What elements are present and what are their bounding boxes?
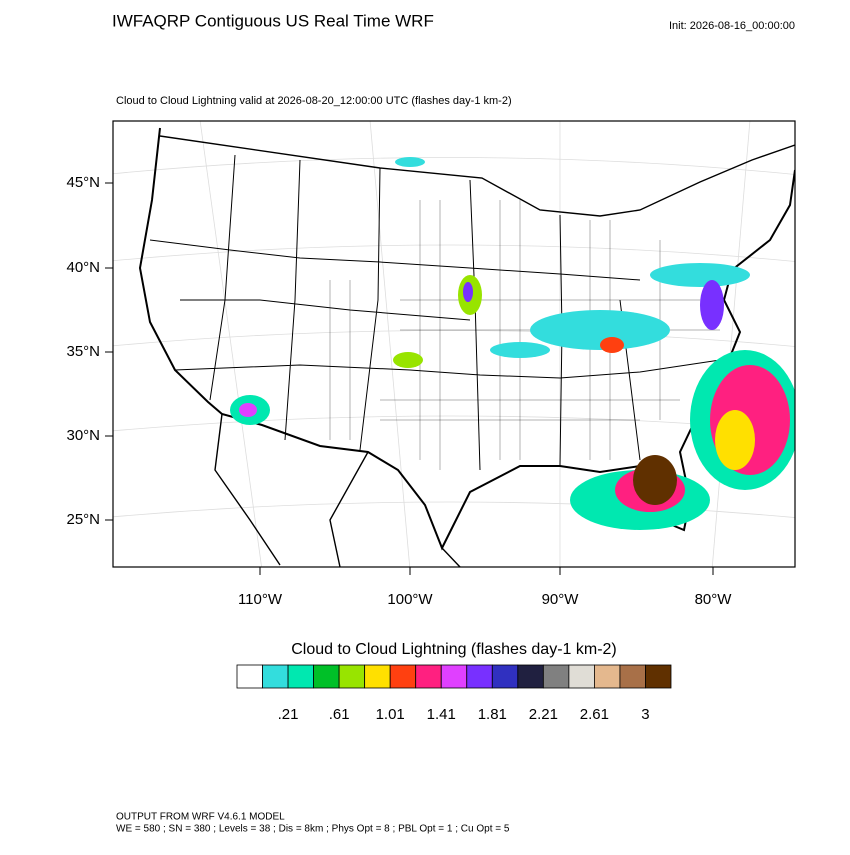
colorbar-box (389, 664, 417, 689)
colorbar-box (415, 664, 442, 689)
init-time: Init: 2026-08-16_00:00:00 (669, 20, 795, 32)
footer-line: OUTPUT FROM WRF V4.6.1 MODEL (116, 812, 285, 823)
colorbar-box (338, 664, 366, 689)
colorbar-box (542, 664, 570, 689)
lon-label: 100°W (387, 591, 433, 608)
colorbar-box (313, 664, 340, 689)
title: IWFAQRP Contiguous US Real Time WRF (112, 11, 434, 30)
footer-line: WE = 580 ; SN = 380 ; Levels = 38 ; Dis … (116, 824, 510, 835)
colorbar-label: 1.41 (427, 706, 456, 723)
lon-label: 110°W (238, 591, 283, 608)
colorbar-box (491, 664, 519, 689)
graticule (113, 121, 795, 567)
map: 45°N 40°N 35°N 30°N 25°N 110°W 100°W 90°W 80°W (66, 120, 796, 608)
map-content (113, 121, 795, 567)
colorbar-box (517, 664, 544, 689)
lat-label: 45°N (66, 174, 100, 191)
lat-label: 25°N (66, 511, 100, 528)
colorbar-box (619, 664, 646, 689)
lat-label: 30°N (66, 427, 100, 444)
land-outline (138, 127, 795, 551)
lon-labels: 110°W 100°W 90°W 80°W (238, 567, 732, 608)
colorbar-box (287, 664, 314, 689)
map-subtitle: Cloud to Cloud Lightning valid at 2026-0… (116, 95, 512, 107)
lon-label: 80°W (695, 591, 733, 608)
colorbar-box (440, 664, 468, 689)
lat-label: 40°N (66, 259, 100, 276)
colorbar-title: Cloud to Cloud Lightning (flashes day-1 … (291, 641, 617, 658)
colorbar-label: 2.61 (580, 706, 609, 723)
map-frame (112, 120, 796, 568)
colorbar-box (364, 664, 391, 689)
colorbar-label: 1.81 (478, 706, 507, 723)
colorbar-label: 2.21 (529, 706, 558, 723)
border-lines (159, 135, 795, 567)
lat-label: 35°N (66, 343, 100, 360)
colorbar-label: 1.01 (376, 706, 405, 723)
lon-label: 90°W (542, 591, 580, 608)
colorbar-label: 3 (641, 706, 649, 723)
state-lines (149, 154, 721, 471)
colorbar: .21 .61 1.01 1.41 1.81 2.21 2.61 3 (236, 664, 672, 723)
colorbar-box (262, 664, 289, 689)
lightning-field (230, 157, 795, 530)
colorbar-box (466, 664, 493, 689)
colorbar-box (568, 664, 595, 689)
colorbar-box (236, 664, 263, 689)
lat-labels: 45°N 40°N 35°N 30°N 25°N (66, 174, 113, 528)
colorbar-label: .61 (329, 706, 350, 723)
colorbar-box (594, 664, 621, 689)
colorbar-label: .21 (278, 706, 299, 723)
colorbar-box (645, 664, 672, 689)
